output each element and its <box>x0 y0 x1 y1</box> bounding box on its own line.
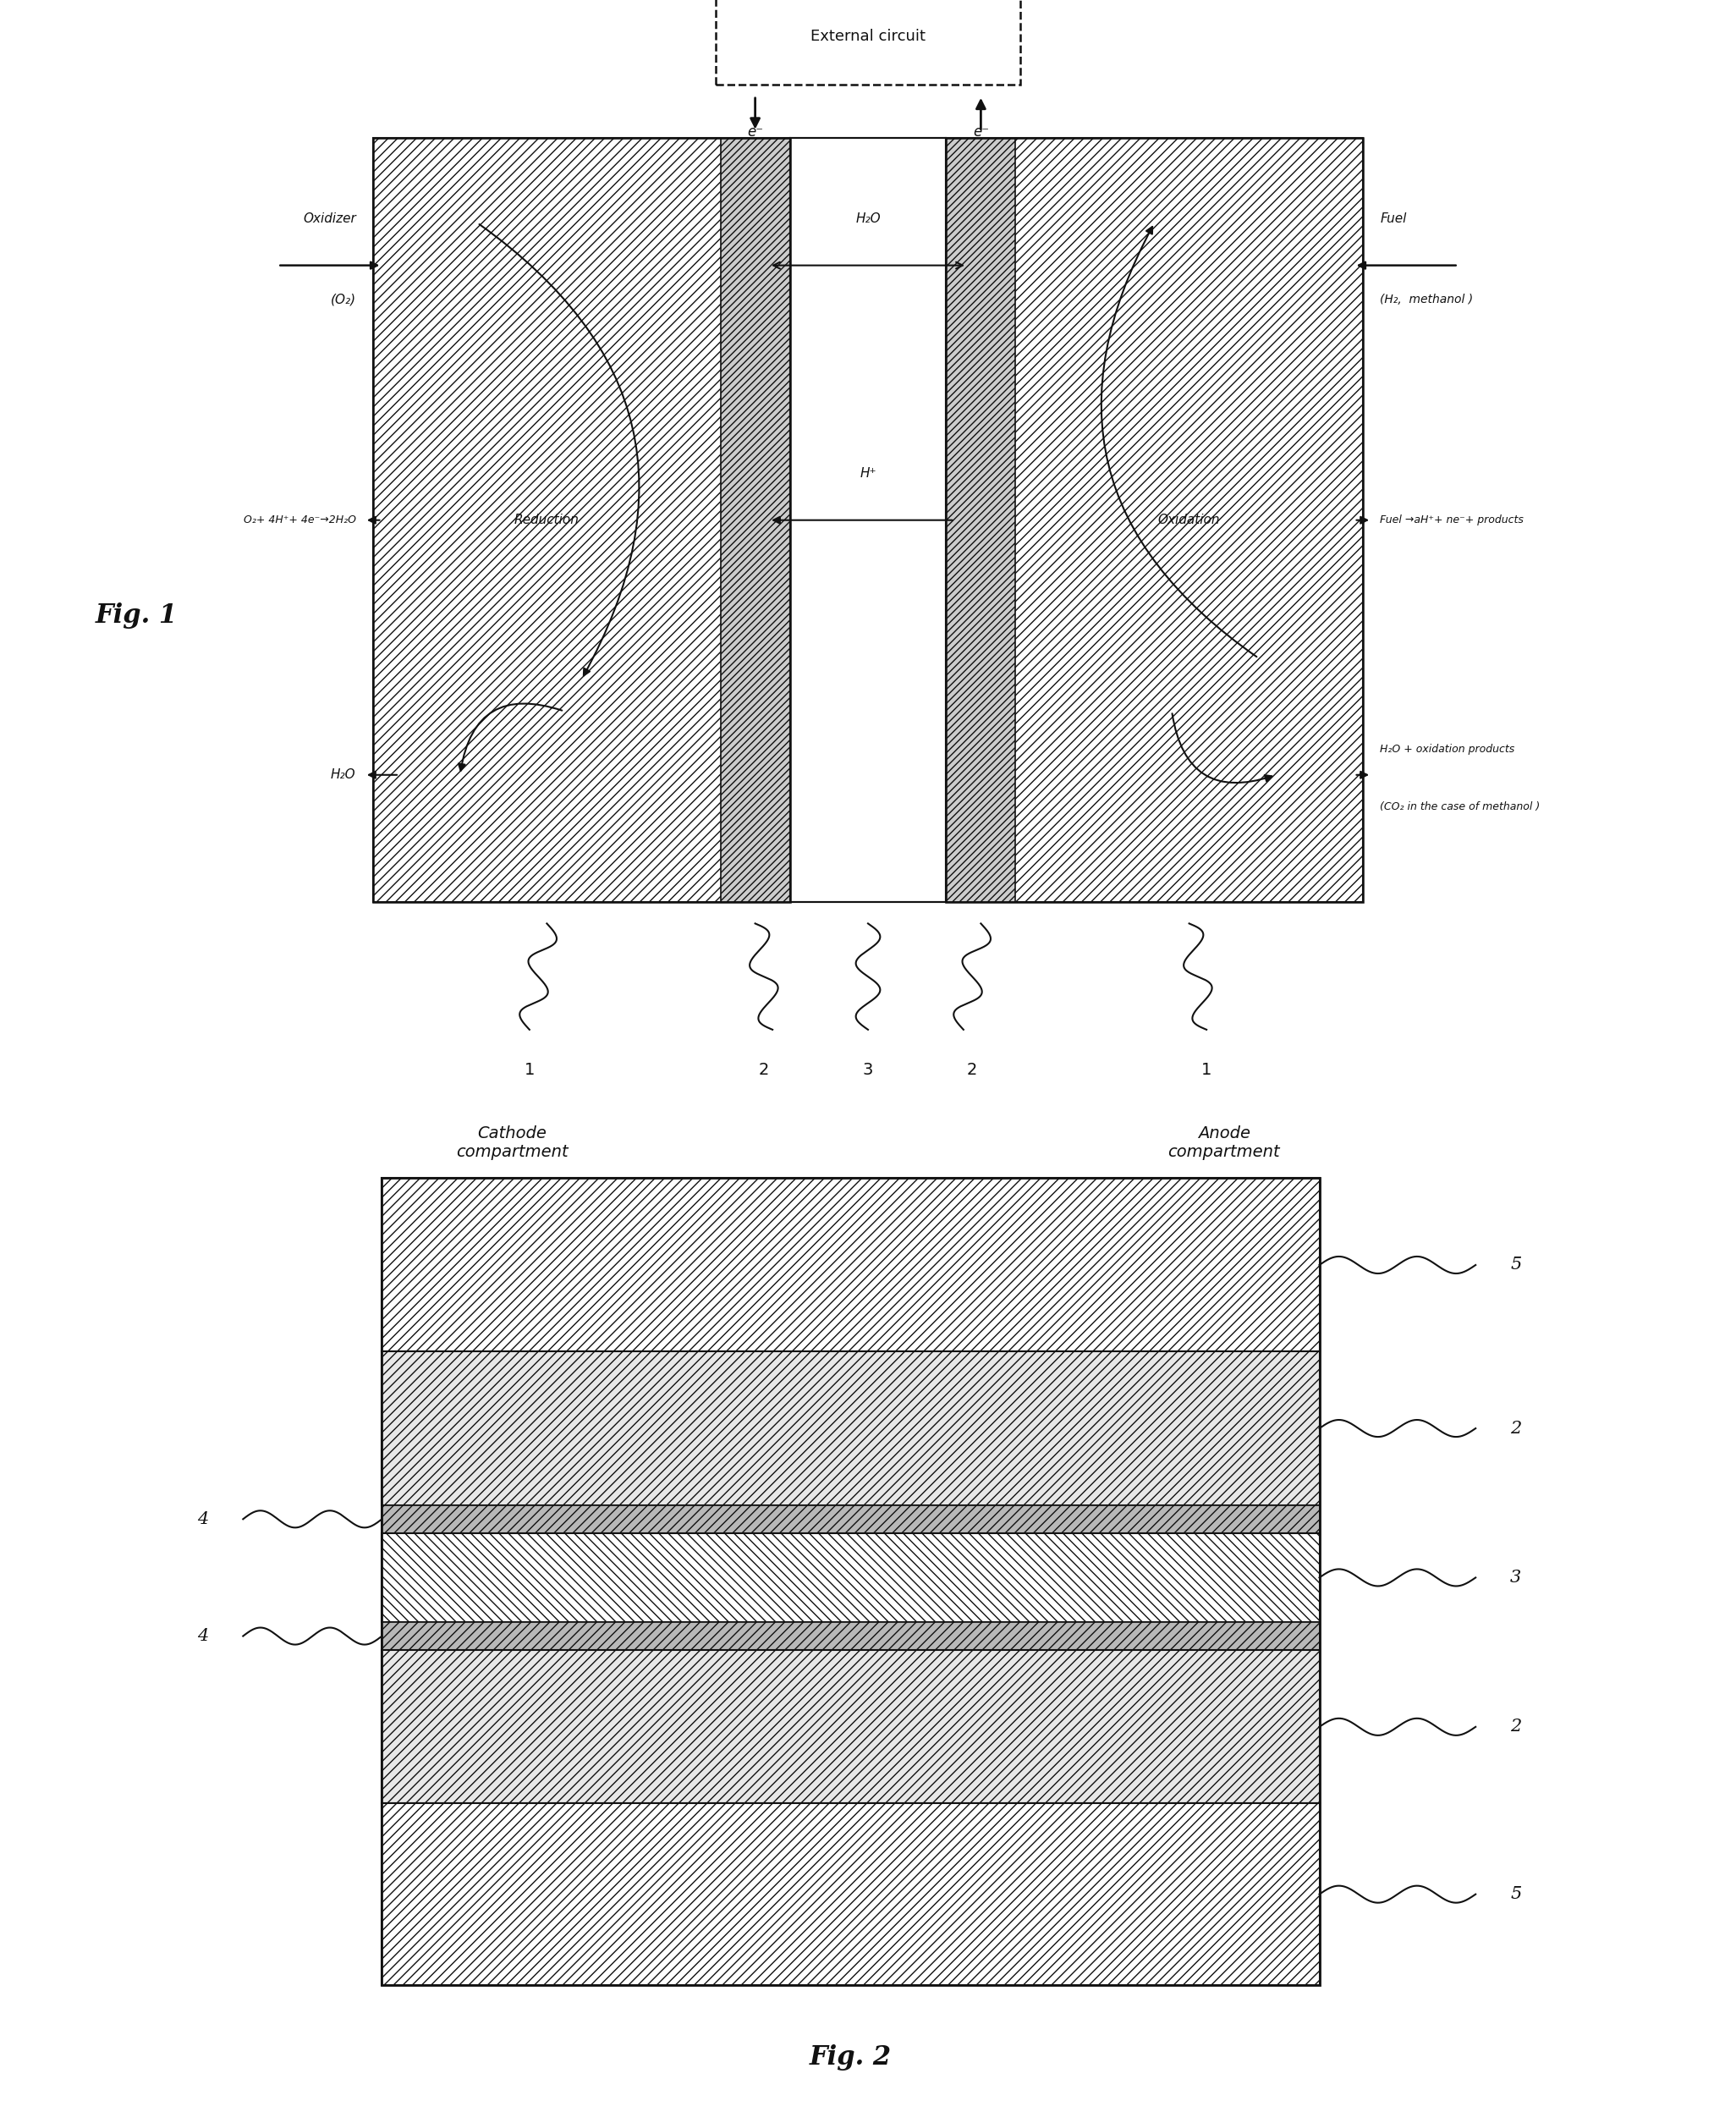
Text: 3: 3 <box>863 1062 873 1078</box>
Text: 2: 2 <box>967 1062 977 1078</box>
Bar <box>382 1352 1319 1505</box>
Bar <box>946 138 1016 902</box>
Text: 5: 5 <box>1510 1885 1521 1902</box>
Bar <box>382 1178 1319 1985</box>
Bar <box>790 138 946 902</box>
Text: Oxidation: Oxidation <box>1158 514 1220 527</box>
Text: (CO₂ in the case of methanol ): (CO₂ in the case of methanol ) <box>1380 800 1540 813</box>
Bar <box>715 0 1019 85</box>
Text: H₂O: H₂O <box>856 212 880 225</box>
Text: Fig. 2: Fig. 2 <box>809 2044 892 2070</box>
FancyArrowPatch shape <box>458 703 562 771</box>
Text: Cathode
compartment: Cathode compartment <box>457 1125 568 1159</box>
Bar <box>946 138 1363 902</box>
FancyArrowPatch shape <box>1172 713 1272 783</box>
Text: 2: 2 <box>1510 1720 1521 1734</box>
Text: 4: 4 <box>198 1512 208 1526</box>
Text: (O₂): (O₂) <box>330 293 356 306</box>
FancyArrowPatch shape <box>1101 227 1257 656</box>
Bar <box>382 1505 1319 1533</box>
Bar <box>373 138 790 902</box>
Text: e⁻: e⁻ <box>972 123 990 140</box>
Bar <box>946 138 1363 902</box>
Text: 4: 4 <box>198 1628 208 1643</box>
Bar <box>382 1622 1319 1650</box>
Text: External circuit: External circuit <box>811 28 925 45</box>
Text: Fuel: Fuel <box>1380 212 1406 225</box>
Bar <box>382 1178 1319 1352</box>
Bar <box>382 1650 1319 1802</box>
Bar <box>373 138 790 902</box>
Text: 3: 3 <box>1510 1569 1521 1586</box>
Text: 1: 1 <box>524 1062 535 1078</box>
Text: Oxidizer: Oxidizer <box>302 212 356 225</box>
Text: Reduction: Reduction <box>514 514 580 527</box>
Text: O₂+ 4H⁺+ 4e⁻→2H₂O: O₂+ 4H⁺+ 4e⁻→2H₂O <box>243 514 356 527</box>
Text: Anode
compartment: Anode compartment <box>1168 1125 1279 1159</box>
Text: H⁺: H⁺ <box>859 467 877 480</box>
Text: H₂O: H₂O <box>332 769 356 781</box>
Bar <box>382 1533 1319 1622</box>
Text: 1: 1 <box>1201 1062 1212 1078</box>
Text: 5: 5 <box>1510 1257 1521 1274</box>
Text: Fuel →aH⁺+ ne⁻+ products: Fuel →aH⁺+ ne⁻+ products <box>1380 514 1524 527</box>
Text: (H₂,  methanol ): (H₂, methanol ) <box>1380 293 1474 306</box>
Text: 2: 2 <box>1510 1420 1521 1437</box>
Text: 2: 2 <box>759 1062 769 1078</box>
Bar <box>790 138 946 902</box>
Text: H₂O + oxidation products: H₂O + oxidation products <box>1380 743 1516 756</box>
Bar <box>382 1802 1319 1985</box>
Text: e⁻: e⁻ <box>746 123 764 140</box>
Bar <box>720 138 790 902</box>
FancyArrowPatch shape <box>479 225 639 675</box>
Text: Fig. 1: Fig. 1 <box>95 603 177 628</box>
